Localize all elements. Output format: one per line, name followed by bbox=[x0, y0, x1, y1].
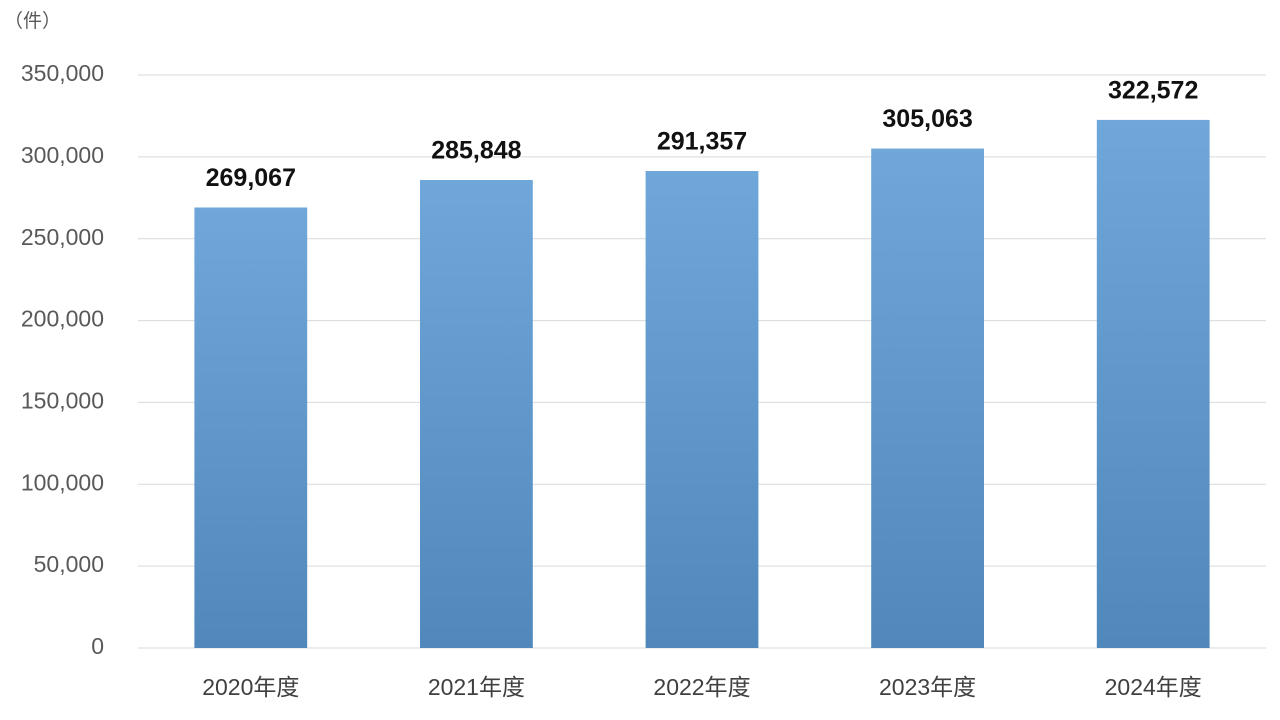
x-tick-label: 2023年度 bbox=[879, 674, 976, 700]
y-tick-label: 100,000 bbox=[21, 469, 104, 495]
y-tick-label: 350,000 bbox=[21, 60, 104, 86]
x-tick-label: 2022年度 bbox=[653, 674, 750, 700]
data-label: 322,572 bbox=[1108, 77, 1198, 105]
bar bbox=[871, 148, 984, 648]
bar bbox=[645, 171, 759, 649]
data-label: 269,067 bbox=[206, 164, 296, 192]
y-tick-label: 0 bbox=[91, 633, 104, 659]
y-tick-label: 50,000 bbox=[34, 551, 104, 577]
data-label: 305,063 bbox=[882, 105, 972, 133]
bar bbox=[194, 207, 308, 648]
y-tick-label: 300,000 bbox=[21, 142, 104, 168]
data-label: 285,848 bbox=[431, 137, 521, 165]
bar bbox=[420, 180, 533, 648]
y-tick-label: 200,000 bbox=[21, 306, 104, 332]
x-tick-label: 2020年度 bbox=[202, 674, 299, 700]
y-tick-label: 250,000 bbox=[21, 224, 104, 250]
x-tick-label: 2021年度 bbox=[428, 674, 525, 700]
y-axis-unit: （件） bbox=[4, 10, 61, 32]
bar bbox=[1096, 119, 1210, 648]
data-label: 291,357 bbox=[657, 128, 747, 156]
x-tick-label: 2024年度 bbox=[1105, 674, 1202, 700]
y-tick-label: 150,000 bbox=[21, 388, 104, 414]
